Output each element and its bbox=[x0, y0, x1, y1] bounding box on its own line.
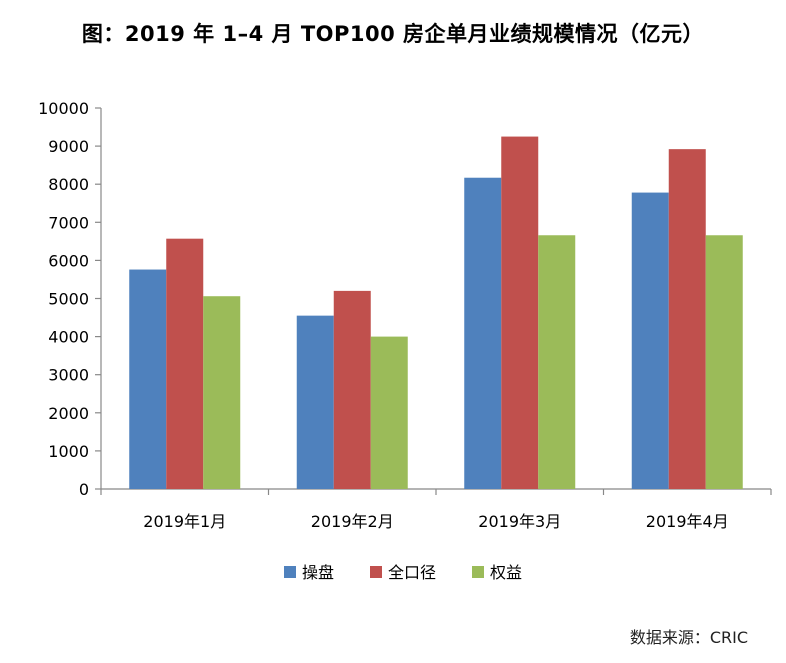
bar-1-4 bbox=[631, 192, 669, 489]
bar-1-1 bbox=[129, 269, 167, 489]
bar-3-4 bbox=[705, 235, 743, 489]
y-tick-label: 4000 bbox=[48, 328, 89, 347]
y-tick-label: 7000 bbox=[48, 213, 89, 232]
x-tick-label: 2019年1月 bbox=[143, 512, 226, 531]
y-tick-label: 2000 bbox=[48, 404, 89, 423]
bars bbox=[129, 136, 743, 489]
bar-2-2 bbox=[333, 290, 371, 489]
bar-1-2 bbox=[296, 315, 334, 489]
legend: 操盘 全口径 权益 bbox=[284, 563, 522, 582]
bar-3-3 bbox=[538, 235, 576, 489]
y-axis: 0 1000 2000 3000 4000 5000 6000 7000 8000 9000 100… bbox=[38, 99, 102, 499]
bar-3-1 bbox=[203, 296, 241, 489]
y-tick-label: 6000 bbox=[48, 251, 89, 270]
y-tick-label: 0 bbox=[79, 480, 89, 499]
data-source-note: 数据来源：CRIC bbox=[629, 628, 748, 647]
bar-3-2 bbox=[370, 336, 408, 489]
y-tick-label: 3000 bbox=[48, 366, 89, 385]
legend-swatch-3 bbox=[472, 566, 484, 578]
x-axis: 2019年1月 2019年2月 2019年3月 2019年4月 bbox=[100, 488, 772, 531]
y-tick-label: 9000 bbox=[48, 137, 89, 156]
legend-label-1: 操盘 bbox=[302, 563, 334, 582]
legend-label-2: 全口径 bbox=[388, 563, 436, 582]
chart-title: 图：2019 年 1–4 月 TOP100 房企单月业绩规模情况（亿元） bbox=[81, 22, 705, 46]
y-tick-label: 10000 bbox=[38, 99, 89, 118]
y-tick-label: 1000 bbox=[48, 442, 89, 461]
x-tick-label: 2019年4月 bbox=[646, 512, 729, 531]
x-tick-label: 2019年2月 bbox=[311, 512, 394, 531]
y-tick-label: 5000 bbox=[48, 290, 89, 309]
bar-2-1 bbox=[166, 238, 204, 489]
bar-2-4 bbox=[668, 149, 706, 489]
legend-label-3: 权益 bbox=[490, 563, 522, 582]
x-tick-label: 2019年3月 bbox=[478, 512, 561, 531]
bar-2-3 bbox=[501, 136, 539, 489]
legend-swatch-2 bbox=[370, 566, 382, 578]
y-tick-label: 8000 bbox=[48, 175, 89, 194]
legend-swatch-1 bbox=[284, 566, 296, 578]
bar-1-3 bbox=[464, 177, 502, 489]
